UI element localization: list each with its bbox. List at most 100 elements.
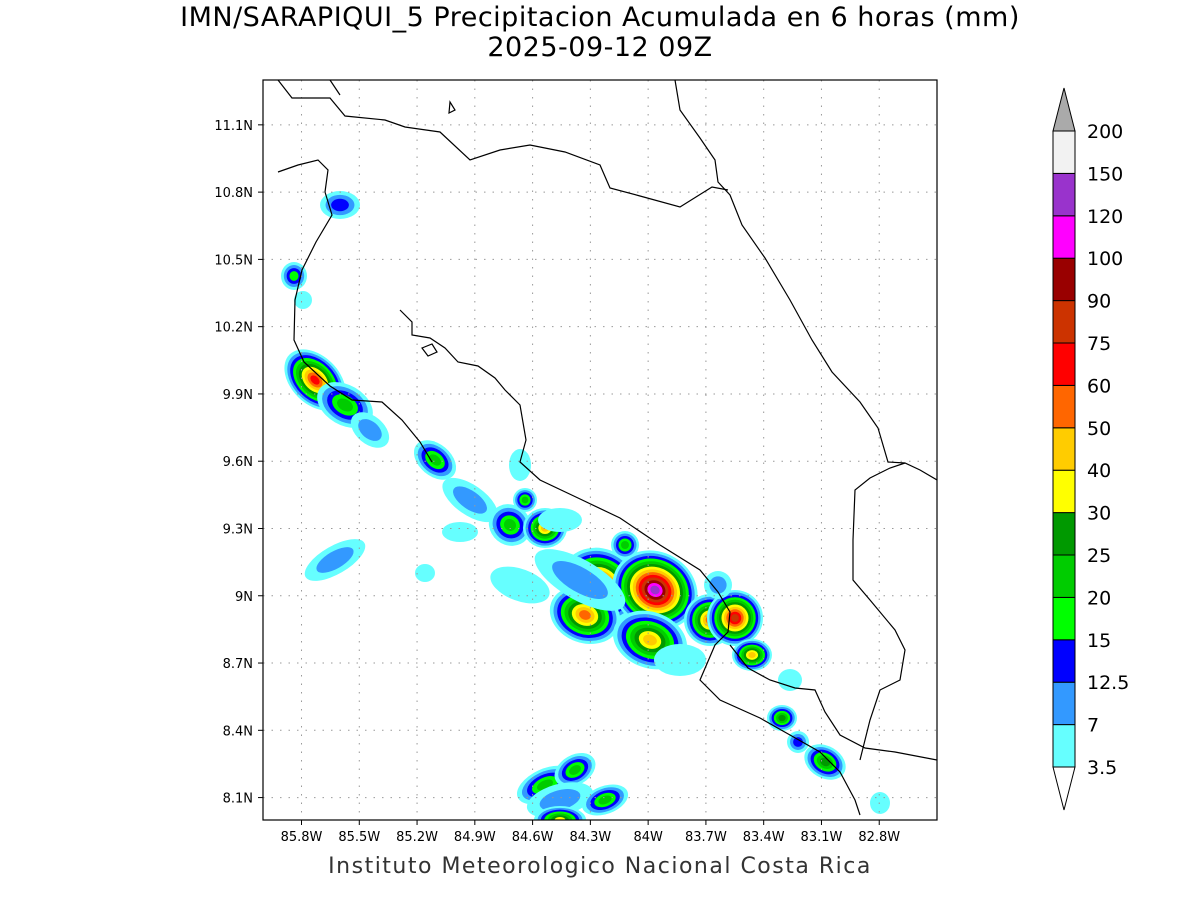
precip-contour-50	[579, 610, 591, 620]
lat-tick-label: 10.5N	[214, 253, 253, 268]
precip-cell	[526, 782, 594, 818]
lat-tick-label: 9.6N	[223, 455, 253, 470]
map-title: IMN/SARAPIQUI_5 Precipitacion Acumulada …	[180, 2, 1020, 33]
colorbar-swatch	[1052, 681, 1076, 726]
colorbar-label: 12.5	[1087, 672, 1129, 694]
precip-contour-40	[748, 652, 756, 658]
precip-contour-7	[358, 419, 382, 441]
lat-tick-label: 9.3N	[223, 522, 253, 537]
precip-cell	[320, 191, 360, 219]
colorbar-label: 20	[1087, 587, 1111, 609]
precip-contour-20	[621, 541, 629, 549]
precip-cell	[534, 806, 586, 820]
precip-contour-120	[650, 585, 660, 595]
pacific-coast-north	[277, 159, 433, 463]
gulf-of-nicoya-coast	[399, 309, 861, 816]
colorbar-swatch	[1052, 469, 1076, 514]
panama-border	[852, 462, 906, 761]
precip-cell	[350, 412, 390, 448]
lat-tick-label: 10.2N	[214, 321, 253, 336]
colorbar-label: 50	[1087, 418, 1111, 440]
precip-cell	[538, 508, 582, 532]
colorbar-label: 3.5	[1087, 757, 1117, 779]
lon-tick-label: 82.8W	[858, 830, 900, 845]
colorbar-swatch	[1052, 300, 1076, 344]
colorbar-label: 15	[1087, 630, 1111, 652]
precip-contour-75	[731, 614, 739, 622]
precip-contour-60	[310, 375, 320, 385]
lon-tick-label: 84W	[633, 830, 663, 845]
precip-cell	[281, 262, 307, 290]
colorbar-label: 100	[1087, 248, 1123, 270]
colorbar-swatch	[1052, 215, 1076, 259]
caribbean-coast	[674, 80, 937, 481]
colorbar-label: 30	[1087, 503, 1111, 525]
colorbar-label: 25	[1087, 545, 1111, 567]
colorbar-swatch	[1052, 257, 1076, 302]
lon-tick-label: 83.4W	[743, 830, 785, 845]
precip-contour-7	[539, 789, 581, 811]
precip-cell	[442, 522, 478, 542]
precip-contour-3.5	[415, 564, 435, 582]
precip-cell	[778, 669, 802, 691]
colorbar-swatch	[1052, 342, 1076, 386]
precip-contour-7	[316, 547, 354, 573]
precip-contour-20	[598, 795, 612, 805]
map-frame	[262, 79, 938, 821]
lon-tick-label: 83.1W	[801, 830, 843, 845]
precip-contour-25	[778, 714, 786, 722]
colorbar-swatch	[1052, 384, 1076, 429]
precip-cell	[611, 531, 639, 559]
coastlines-borders	[277, 80, 937, 816]
colorbar-swatch	[1052, 724, 1076, 768]
precip-cell	[554, 752, 596, 788]
precip-contour-12.5	[331, 198, 349, 212]
colorbar-swatch	[1052, 172, 1076, 217]
precip-contour-3.5	[490, 566, 550, 604]
lat-tick-label: 8.1N	[223, 792, 253, 807]
precip-cell	[704, 571, 732, 599]
colorbar-label: 120	[1087, 206, 1123, 228]
precip-contour-3.5	[654, 644, 706, 676]
lat-tick-label: 8.7N	[223, 657, 253, 672]
colorbar-swatch	[1052, 554, 1076, 598]
precip-contour-20	[569, 765, 581, 775]
lon-tick-label: 85.8W	[281, 830, 323, 845]
colorbar-label: 40	[1087, 460, 1111, 482]
precip-contour-30	[554, 817, 566, 820]
precip-contour-7	[709, 576, 727, 594]
map-subtitle: 2025-09-12 09Z	[487, 32, 713, 63]
lon-tick-label: 85.2W	[396, 830, 438, 845]
lon-tick-label: 85.5W	[338, 830, 380, 845]
colorbar-swatch	[1052, 596, 1076, 641]
colorbar-min-arrow	[1052, 766, 1076, 811]
precip-cell	[707, 590, 763, 646]
precip-contour-15	[289, 271, 299, 281]
precip-contour-3.5	[442, 522, 478, 542]
lat-tick-label: 10.8N	[214, 186, 253, 201]
precip-cell	[415, 564, 435, 582]
colorbar: 3.5 7 12.5 15 20 25 30 40 50 60 75 90 100 120 150 200	[1052, 87, 1129, 811]
precip-cell	[490, 566, 550, 604]
precip-cell	[534, 549, 626, 611]
ometepe-island	[448, 100, 456, 115]
precip-cell	[304, 539, 366, 581]
precip-cell	[442, 477, 498, 523]
colorbar-swatch	[1052, 639, 1076, 683]
precip-cell	[581, 784, 629, 816]
colorbar-max-arrow	[1052, 87, 1076, 132]
colorbar-label: 75	[1087, 333, 1111, 355]
grid-lines	[263, 80, 937, 820]
precip-cell	[488, 504, 532, 546]
precip-contour-12.5	[793, 737, 803, 747]
precip-contour-7	[453, 486, 487, 514]
lat-tick-label: 11.1N	[214, 119, 253, 134]
precip-cell	[654, 644, 706, 676]
precip-contour-3.5	[870, 792, 890, 814]
precip-contour-3.5	[509, 449, 531, 481]
precip-contour-3.5	[294, 291, 312, 309]
nicaragua-border	[277, 80, 729, 208]
osa-peninsula-coast	[729, 644, 937, 761]
